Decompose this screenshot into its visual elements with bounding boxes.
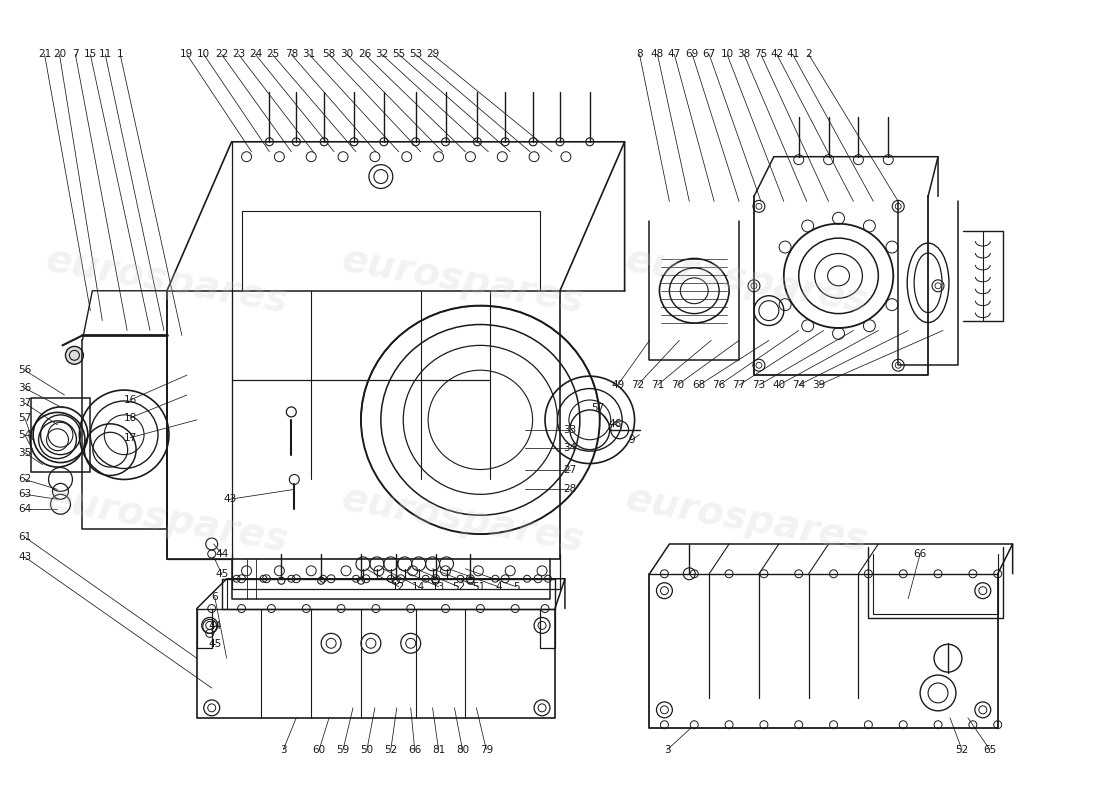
Text: 28: 28 [563, 484, 576, 494]
Text: 4: 4 [495, 582, 502, 592]
Text: 21: 21 [37, 50, 52, 59]
Text: 41: 41 [786, 50, 800, 59]
Text: 76: 76 [713, 380, 726, 390]
Text: 64: 64 [18, 504, 31, 514]
Text: 40: 40 [772, 380, 785, 390]
Text: 14: 14 [412, 582, 426, 592]
Text: 58: 58 [322, 50, 335, 59]
Text: 44: 44 [208, 622, 221, 631]
Text: 36: 36 [18, 383, 31, 393]
Text: 17: 17 [123, 433, 136, 442]
Text: 37: 37 [18, 398, 31, 408]
Text: 45: 45 [214, 569, 229, 578]
Text: 10: 10 [197, 50, 210, 59]
Text: 2: 2 [805, 50, 812, 59]
Text: 42: 42 [770, 50, 783, 59]
Text: 15: 15 [84, 50, 97, 59]
Text: 74: 74 [792, 380, 805, 390]
Text: 3: 3 [664, 745, 671, 754]
Text: eurospares: eurospares [338, 241, 586, 321]
Text: 61: 61 [18, 532, 31, 542]
Text: 56: 56 [18, 366, 31, 375]
Text: 33: 33 [563, 425, 576, 434]
Text: 43: 43 [223, 494, 236, 504]
Text: 57: 57 [591, 403, 604, 413]
Text: 31: 31 [302, 50, 316, 59]
Text: 66: 66 [913, 549, 926, 559]
Text: eurospares: eurospares [623, 479, 871, 559]
Text: 47: 47 [668, 50, 681, 59]
Text: 46: 46 [608, 419, 622, 429]
Text: 34: 34 [563, 442, 576, 453]
Text: 23: 23 [232, 50, 245, 59]
Text: 49: 49 [610, 380, 625, 390]
Text: 80: 80 [455, 745, 469, 754]
Text: 16: 16 [123, 395, 136, 405]
Text: 45: 45 [208, 639, 221, 650]
Text: 27: 27 [563, 465, 576, 474]
Text: 78: 78 [285, 50, 298, 59]
Text: 5: 5 [513, 582, 519, 592]
Text: 26: 26 [359, 50, 372, 59]
Text: 68: 68 [693, 380, 706, 390]
Text: 75: 75 [755, 50, 768, 59]
Text: 77: 77 [733, 380, 746, 390]
Text: 38: 38 [737, 50, 750, 59]
Text: eurospares: eurospares [623, 241, 871, 321]
Text: 73: 73 [752, 380, 766, 390]
Text: eurospares: eurospares [43, 241, 292, 321]
Text: 13: 13 [432, 582, 446, 592]
Text: 6: 6 [211, 592, 218, 602]
Text: 50: 50 [361, 745, 374, 754]
Text: 52: 52 [452, 582, 465, 592]
Text: 30: 30 [341, 50, 353, 59]
Text: 1: 1 [117, 50, 123, 59]
Text: 43: 43 [18, 552, 31, 562]
Text: 20: 20 [53, 50, 66, 59]
Text: 55: 55 [392, 50, 406, 59]
Text: 44: 44 [214, 549, 229, 559]
Text: 18: 18 [123, 413, 136, 423]
Text: 63: 63 [18, 490, 31, 499]
Text: 59: 59 [337, 745, 350, 754]
Text: 67: 67 [703, 50, 716, 59]
Text: 39: 39 [812, 380, 825, 390]
Text: 52: 52 [384, 745, 397, 754]
Text: 32: 32 [375, 50, 388, 59]
Text: 25: 25 [266, 50, 279, 59]
Text: 71: 71 [651, 380, 664, 390]
Bar [31, 398, 90, 473]
Text: eurospares: eurospares [43, 479, 292, 559]
Text: 79: 79 [480, 745, 493, 754]
Text: 66: 66 [408, 745, 421, 754]
Text: 72: 72 [631, 380, 645, 390]
Text: 62: 62 [18, 474, 31, 485]
Text: 8: 8 [636, 50, 642, 59]
Text: 19: 19 [180, 50, 194, 59]
Text: 65: 65 [983, 745, 997, 754]
Text: 54: 54 [18, 430, 31, 440]
Text: 10: 10 [720, 50, 734, 59]
Text: 29: 29 [426, 50, 439, 59]
Text: 12: 12 [392, 582, 406, 592]
Text: 60: 60 [312, 745, 326, 754]
Text: 3: 3 [280, 745, 287, 754]
Text: 7: 7 [73, 50, 79, 59]
Text: 52: 52 [955, 745, 968, 754]
Text: 70: 70 [671, 380, 684, 390]
Text: 35: 35 [18, 448, 31, 458]
Text: 48: 48 [651, 50, 664, 59]
Circle shape [66, 346, 84, 364]
Text: 9: 9 [628, 434, 635, 445]
Text: 81: 81 [432, 745, 446, 754]
Text: 22: 22 [214, 50, 229, 59]
Text: 69: 69 [685, 50, 698, 59]
Text: 57: 57 [18, 413, 31, 423]
Text: 53: 53 [409, 50, 422, 59]
Text: 11: 11 [99, 50, 112, 59]
Text: eurospares: eurospares [338, 479, 586, 559]
Text: 24: 24 [249, 50, 262, 59]
Text: 51: 51 [472, 582, 485, 592]
